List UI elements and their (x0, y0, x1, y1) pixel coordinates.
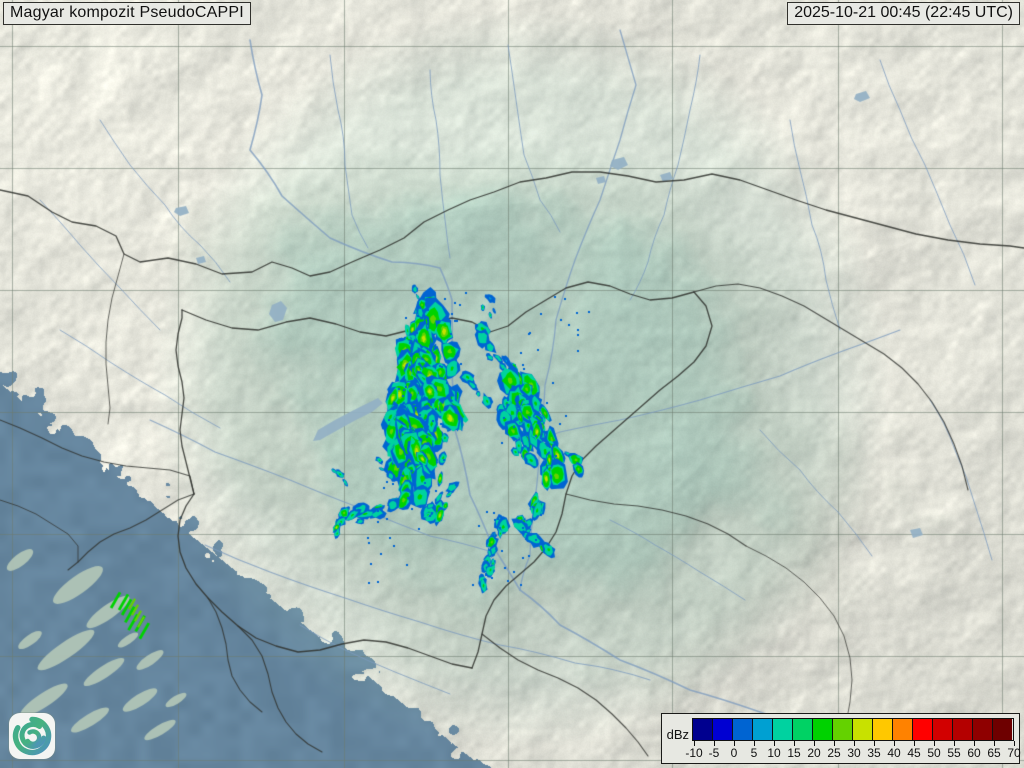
legend-tick-label: 40 (887, 746, 901, 760)
timestamp-text: 2025-10-21 00:45 (22:45 UTC) (794, 4, 1013, 21)
legend-swatch (993, 719, 1012, 740)
legend-swatch (793, 719, 813, 740)
legend-swatch (893, 719, 913, 740)
legend-tick (814, 741, 815, 746)
legend-swatch (753, 719, 773, 740)
legend-unit-label: dBz (666, 727, 689, 742)
legend-tick-label: 65 (987, 746, 1001, 760)
legend-tick-label: 5 (750, 746, 758, 760)
timestamp-box: 2025-10-21 00:45 (22:45 UTC) (787, 2, 1020, 25)
legend-swatch (913, 719, 933, 740)
legend-swatch (833, 719, 853, 740)
spiral-logo-icon (12, 716, 52, 756)
legend-tick-label: 15 (787, 746, 801, 760)
legend-swatch (953, 719, 973, 740)
agency-logo[interactable] (9, 713, 55, 759)
legend-tick (874, 741, 875, 746)
legend-tick-label: -10 (685, 746, 703, 760)
dbz-color-scale: dBz -10 -5 0 5 10 15 20 25 30 35 40 45 50 55 60 65 70 (660, 713, 1021, 764)
legend-tick (974, 741, 975, 746)
legend-tick (914, 741, 915, 746)
legend-tick (774, 741, 775, 746)
legend-swatch (853, 719, 873, 740)
legend-swatch (933, 719, 953, 740)
legend-tick-label: 20 (807, 746, 821, 760)
legend-swatch (693, 719, 713, 740)
product-title: Magyar kompozit PseudoCAPPI (10, 4, 244, 21)
legend-swatch (773, 719, 793, 740)
legend-tick-label: 55 (947, 746, 961, 760)
legend-tick (754, 741, 755, 746)
legend-tick (714, 741, 715, 746)
legend-tick-label: 10 (767, 746, 781, 760)
legend-tick-label: -5 (708, 746, 720, 760)
legend-tick (1014, 741, 1015, 746)
legend-tick-label: 25 (827, 746, 841, 760)
legend-tick (854, 741, 855, 746)
legend-swatch (973, 719, 993, 740)
legend-tick (794, 741, 795, 746)
legend-tick-marks (693, 741, 1015, 746)
legend-tick (694, 741, 695, 746)
legend-tick-label: 60 (967, 746, 981, 760)
legend-tick-label: 45 (907, 746, 921, 760)
product-title-box: Magyar kompozit PseudoCAPPI (3, 2, 251, 25)
legend-tick (934, 741, 935, 746)
legend-tick-label: 50 (927, 746, 941, 760)
legend-swatch (713, 719, 733, 740)
legend-swatch (873, 719, 893, 740)
legend-swatch-strip (692, 718, 1014, 741)
legend-tick (954, 741, 955, 746)
legend-tick (834, 741, 835, 746)
legend-tick-label: 70 (1007, 746, 1021, 760)
legend-tick-label: 0 (730, 746, 738, 760)
legend-swatch (733, 719, 753, 740)
legend-tick-label: 30 (847, 746, 861, 760)
legend-tick (894, 741, 895, 746)
legend-swatch (813, 719, 833, 740)
legend-tick-labels: -10 -5 0 5 10 15 20 25 30 35 40 45 50 55 60 65 70 (685, 746, 1020, 760)
legend-tick (734, 741, 735, 746)
legend-tick-label: 35 (867, 746, 881, 760)
legend-tick (994, 741, 995, 746)
